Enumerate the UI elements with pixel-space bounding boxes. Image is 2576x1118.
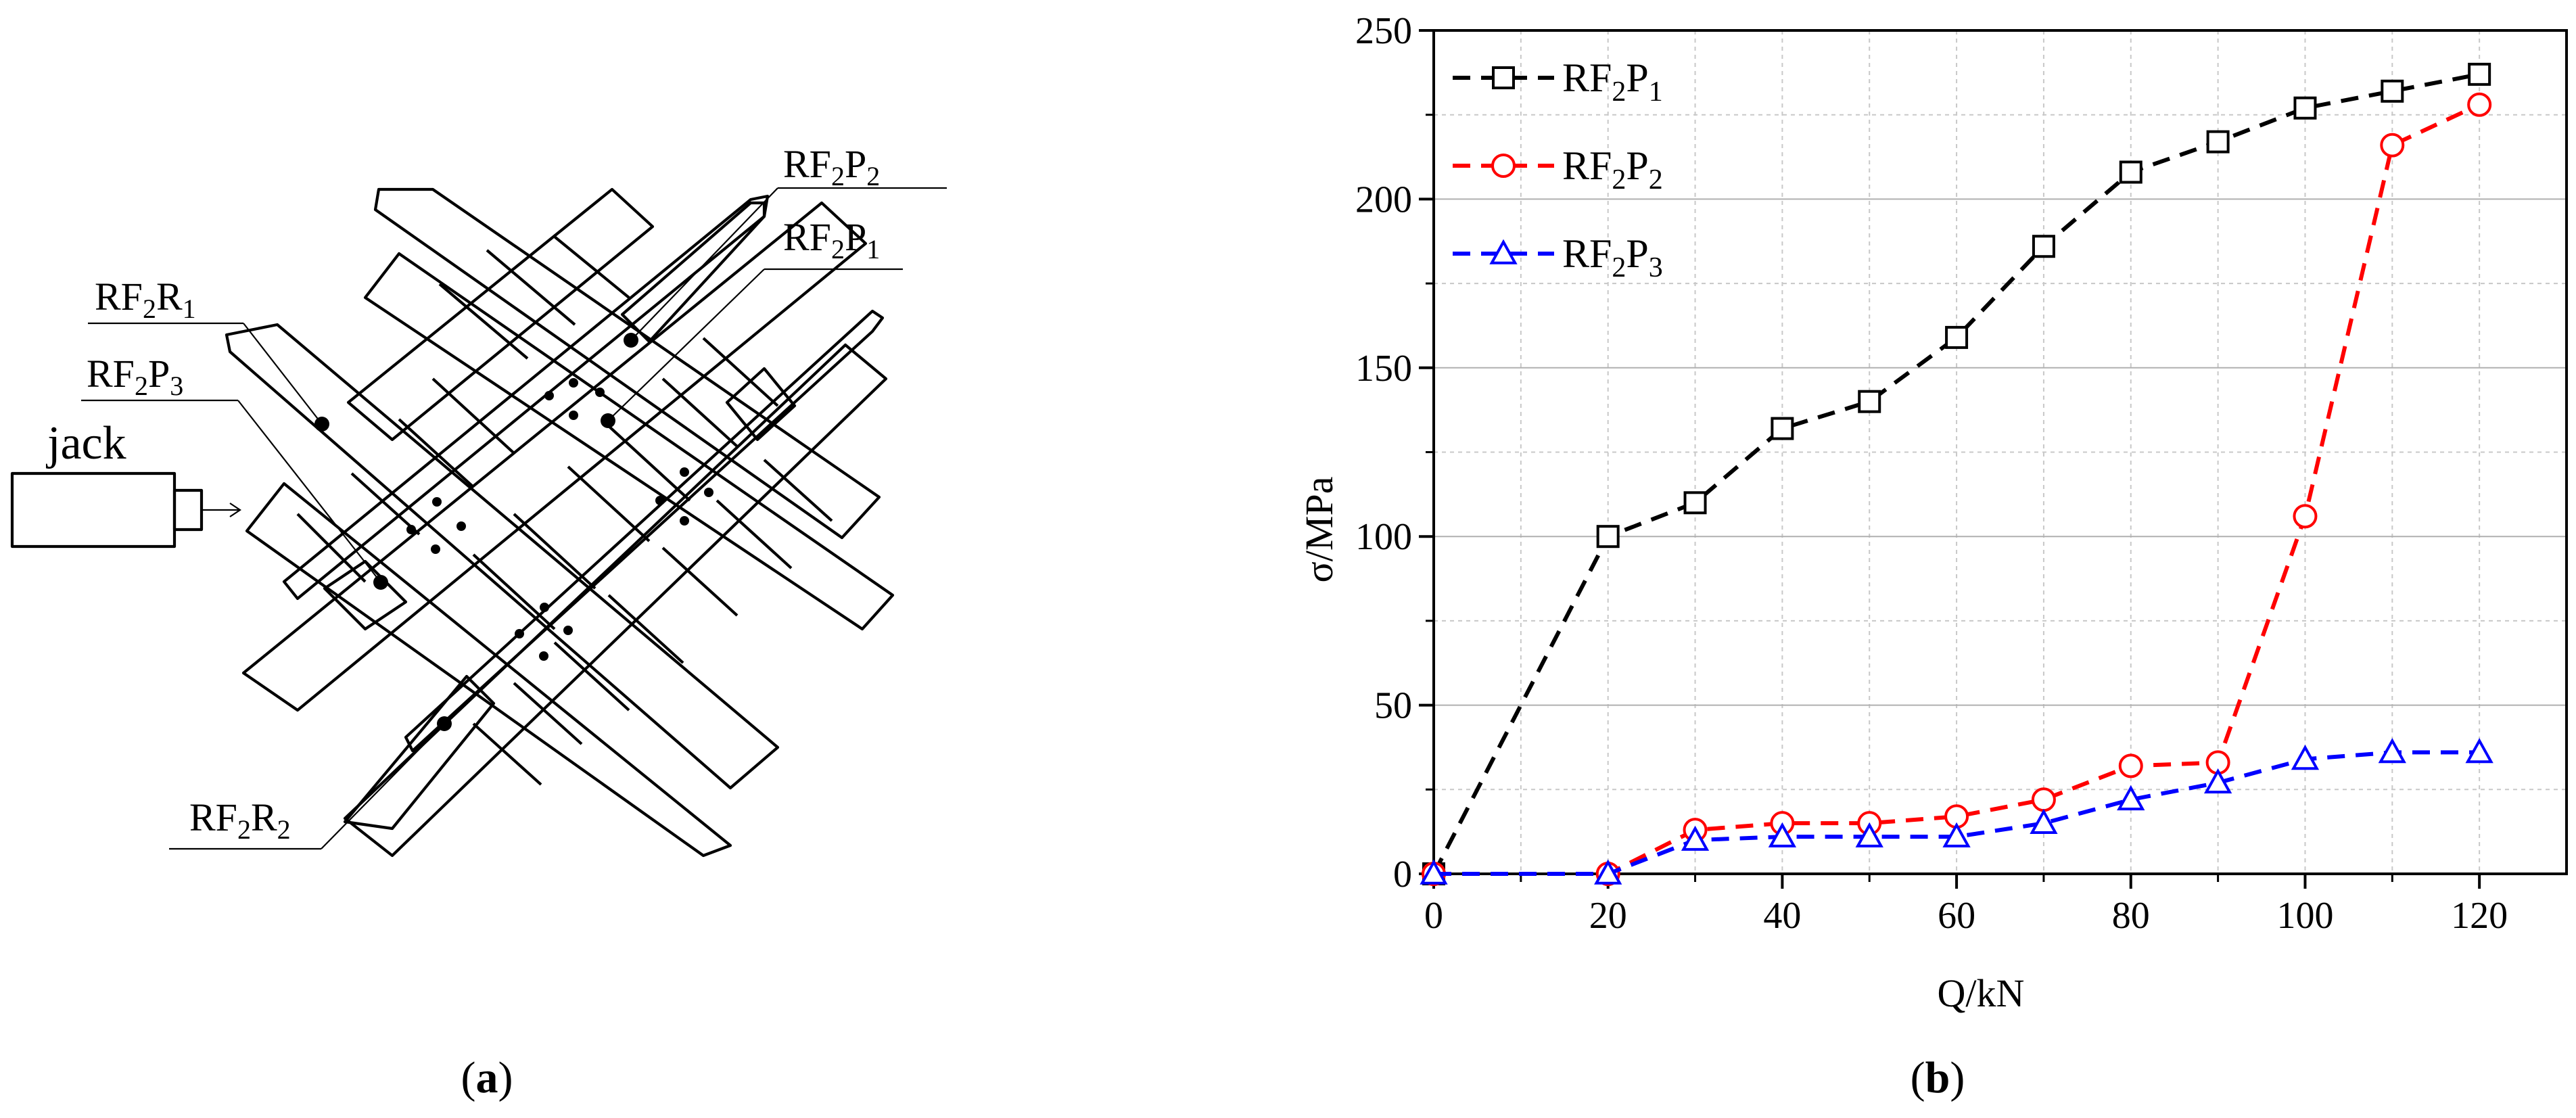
caption-a: (a) [461,1053,513,1102]
legend-item: RF2P2 [1453,143,1663,195]
legend-item: RF2P3 [1453,231,1663,283]
leader-lines [81,187,947,850]
beam-nw-1 [373,187,881,540]
data-point [2381,79,2404,103]
data-point [2293,504,2318,529]
data-point [1858,390,1881,413]
series-layer [1420,62,2493,886]
label-rf2r1: RF2R1 [95,275,196,324]
data-point [1768,822,1797,847]
x-tick-label: 20 [1589,895,1627,937]
diagonal-bars-nw [225,187,895,858]
data-point [1945,325,1969,349]
beam-ne-5 [404,309,885,753]
data-point [2118,753,2143,778]
gauge-strip-p2 [620,201,766,344]
data-point [1594,859,1622,885]
y-tick-label: 0 [1393,854,1412,895]
jack: jack [10,417,241,549]
y-axis-title: σ/MPa [1297,477,1341,583]
panel-a-labels: RF2P2 RF2P1 RF2R1 RF2P3 RF2R2 [87,142,880,845]
data-point [2206,130,2230,154]
beam-nw-3 [245,482,732,858]
data-point [2203,768,2232,794]
axes: 0 20 40 60 80 100 120 0 50 100 150 200 250 [1355,10,2568,937]
y-tick-label: 200 [1355,179,1412,220]
data-point [2119,160,2142,184]
series-RF2P3 [1420,738,2493,885]
x-tick-label: 0 [1424,895,1443,937]
legend-marker [1489,239,1518,264]
panel-a-schematic: jack RF2P2 RF2P1 RF2R1 RF2P3 RF2R2 (a) [10,142,947,1102]
jack-arrow-head [229,503,241,517]
legend-label: RF2P2 [1562,143,1663,195]
x-tick-label: 120 [2451,895,2508,937]
data-point [2117,785,2145,811]
data-point [1855,822,1883,847]
data-point [2378,738,2406,764]
series-line [1434,750,2480,876]
legend-marker [1491,154,1516,178]
beam-nw-2 [225,323,780,790]
label-rf2r2: RF2R2 [189,795,291,845]
x-tick-label: 100 [2276,895,2333,937]
data-point [1596,525,1620,549]
legend-marker [1492,66,1515,89]
jack-piston [172,488,204,532]
data-point [2293,96,2317,120]
data-point [2380,133,2405,158]
y-tick-label: 100 [1355,516,1412,558]
gauge-block-right [725,367,797,442]
data-point [2291,745,2320,770]
series-line [1432,72,2480,875]
x-tick-label: 80 [2112,895,2150,937]
legend-label: RF2P3 [1562,231,1663,283]
beam-ne-2 [282,194,770,601]
caption-b: (b) [1911,1053,1965,1102]
data-point [2032,235,2055,258]
data-point [1771,417,1794,440]
gauge-block-left [323,559,408,631]
beam-ne-1 [346,187,655,442]
label-rf2p1: RF2P1 [783,215,880,264]
data-point [2468,62,2491,86]
label-rf2p3: RF2P3 [87,352,183,401]
cross-grid-lines [296,235,833,786]
series-line [1434,103,2481,876]
y-tick-label: 50 [1374,685,1412,727]
jack-label: jack [45,417,126,469]
legend: RF2P1 RF2P2 RF2P3 [1453,55,1663,283]
data-point [1683,491,1707,515]
data-point [2031,787,2056,812]
data-point [2467,92,2492,117]
beam-ne-4 [343,343,888,858]
jack-body [10,471,177,549]
data-point [2030,808,2058,834]
y-tick-label: 150 [1355,348,1412,390]
data-point [1681,825,1710,851]
data-point [2465,738,2493,764]
data-point [1420,859,1448,885]
x-tick-label: 40 [1763,895,1801,937]
gauge-strip-r2 [343,674,496,831]
legend-label: RF2P1 [1562,55,1663,108]
beam-ne-3 [241,201,868,712]
beam-nw-4 [363,252,895,631]
x-axis-title: Q/kN [1938,971,2025,1015]
legend-item: RF2P1 [1453,55,1663,108]
diagonal-bars-ne [241,187,888,858]
x-tick-label: 60 [1938,895,1975,937]
grid [1434,30,2567,874]
y-tick-label: 250 [1355,10,1412,52]
label-rf2p2: RF2P2 [783,142,880,191]
data-point [1942,822,1971,847]
